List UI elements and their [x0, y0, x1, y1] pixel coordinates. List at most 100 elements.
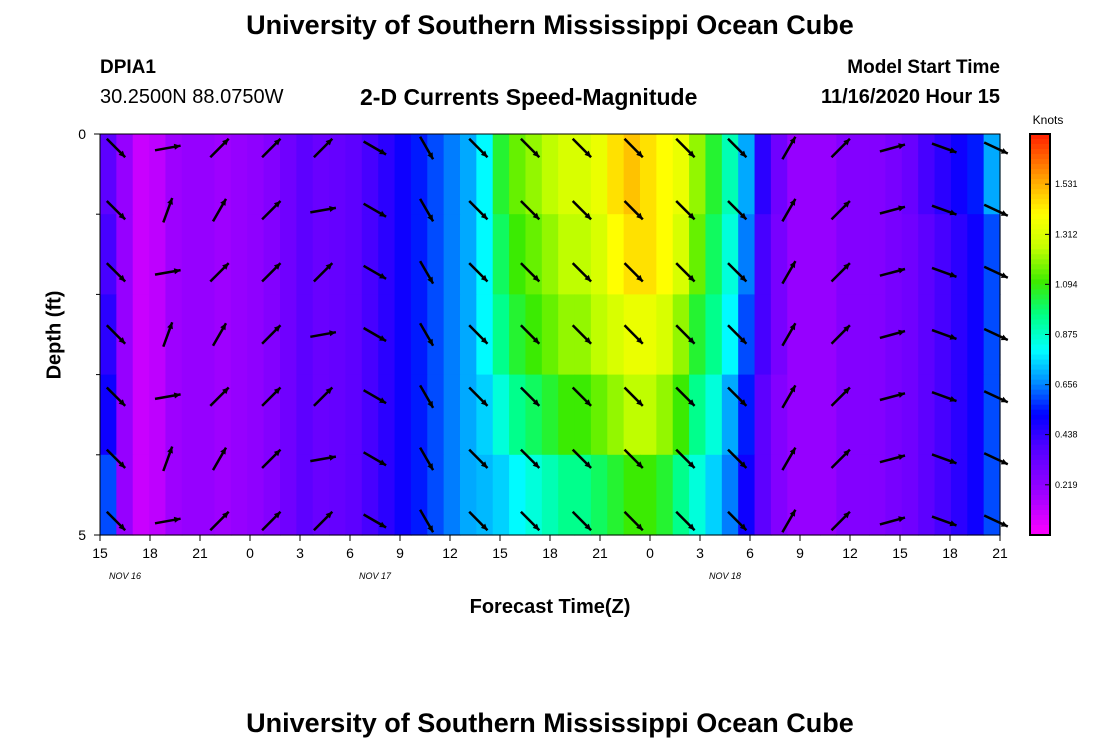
colorbar-segment [1030, 159, 1050, 165]
heatmap-cell [181, 374, 199, 456]
colorbar-segment [1030, 354, 1050, 361]
heatmap-cell [820, 134, 837, 215]
current-vector-arrowhead [789, 509, 796, 517]
heatmap-cell [918, 214, 936, 295]
heatmap-cell [116, 134, 134, 215]
heatmap-cell [950, 214, 968, 295]
heatmap-cell [607, 134, 625, 215]
heatmap-cell [803, 294, 821, 376]
heatmap-cell [934, 454, 952, 536]
colorbar-tick-label: 1.531 [1055, 179, 1078, 189]
current-vector-arrowhead [636, 150, 643, 158]
x-tick-label: 18 [542, 545, 558, 561]
colorbar-segment [1030, 344, 1050, 351]
x-tick-label: 0 [646, 545, 654, 561]
current-vector-arrowhead [898, 329, 905, 336]
heatmap-cell [132, 374, 150, 456]
heatmap-cell [852, 454, 870, 536]
colorbar-segment [1030, 304, 1050, 311]
colorbar-segment [1030, 269, 1050, 275]
current-vector-arrowhead [636, 212, 643, 220]
colorbar-segment [1030, 394, 1050, 401]
colorbar-segment [1030, 409, 1050, 416]
current-vector-arrowhead [118, 150, 126, 158]
current-vector-arrowhead [898, 143, 905, 150]
heatmap-cell [934, 374, 952, 456]
heatmap-cell [885, 374, 903, 456]
heatmap-cell [770, 134, 788, 215]
current-vector-arrowhead [427, 338, 434, 346]
current-vector-arrowhead [688, 274, 695, 282]
current-vector-arrowhead [220, 447, 226, 455]
heatmap-cell [705, 214, 723, 295]
heatmap-cell [852, 374, 870, 456]
heatmap-cell [721, 134, 739, 215]
heatmap-cell [492, 214, 510, 295]
heatmap-cell [574, 214, 592, 295]
colorbar-segment [1030, 209, 1050, 215]
y-tick-label: 5 [78, 527, 86, 543]
heatmap-cell [672, 214, 690, 295]
heatmap-cell [165, 294, 183, 376]
x-tick-label: 21 [192, 545, 208, 561]
heatmap-cell [983, 454, 1001, 536]
heatmap-cell [165, 134, 183, 215]
current-vector-arrowhead [329, 454, 336, 461]
heatmap-cell [950, 294, 968, 376]
heatmap-cell [361, 134, 379, 215]
heatmap-cell [427, 294, 445, 376]
current-vector-arrowhead [480, 399, 488, 406]
current-vector-arrowhead [739, 337, 747, 344]
colorbar-segment [1030, 379, 1050, 386]
heatmap-cell [869, 294, 887, 376]
heatmap-cell [263, 134, 281, 215]
current-vector-arrowhead [739, 150, 747, 158]
heatmap-cell [770, 374, 788, 456]
current-vector-arrowhead [789, 323, 796, 331]
heatmap-cell [574, 374, 592, 456]
heatmap-cell [623, 134, 641, 215]
heatmap-cell [132, 214, 150, 295]
heatmap-cell [836, 454, 854, 536]
heatmap-cell [165, 454, 183, 536]
heatmap-cell [263, 454, 281, 536]
current-vector-arrowhead [379, 273, 387, 279]
heatmap-cell [656, 214, 674, 295]
heatmap-cell [378, 374, 396, 456]
heatmap-cell [198, 454, 216, 536]
heatmap-cell [590, 134, 608, 215]
colorbar-segment [1030, 134, 1050, 140]
heatmap-cell [280, 374, 297, 456]
current-vector-arrowhead [688, 523, 695, 531]
x-tick-label: 9 [796, 545, 804, 561]
heatmap-cell [590, 214, 608, 295]
colorbar-segment [1030, 224, 1050, 230]
heatmap-cell [640, 214, 657, 295]
colorbar-segment [1030, 294, 1050, 301]
colorbar-segment [1030, 419, 1050, 426]
heatmap-cell [329, 294, 347, 376]
heatmap-cell [296, 214, 314, 295]
heatmap-cell [803, 454, 821, 536]
colorbar-tick-label: 1.312 [1055, 229, 1078, 239]
heatmap-cell [394, 214, 412, 295]
current-vector-arrowhead [532, 523, 540, 531]
current-vector-arrowhead [584, 337, 592, 344]
heatmap-cell [509, 294, 527, 376]
heatmap-cell [476, 294, 494, 376]
current-vector-arrowhead [949, 271, 957, 278]
heatmap-cell [950, 374, 968, 456]
x-day-label: NOV 16 [109, 571, 141, 581]
current-vector-arrowhead [532, 150, 540, 158]
x-tick-label: 21 [592, 545, 608, 561]
x-tick-label: 6 [746, 545, 754, 561]
heatmap-cell [181, 214, 199, 295]
heatmap-cell [820, 374, 837, 456]
heatmap-cell [983, 374, 1001, 456]
heatmap-cell [312, 454, 330, 536]
heatmap-cell [640, 374, 657, 456]
heatmap-cell [918, 374, 936, 456]
current-vector-arrowhead [843, 511, 850, 519]
heatmap-cell [509, 454, 527, 536]
heatmap-cell [525, 294, 543, 376]
